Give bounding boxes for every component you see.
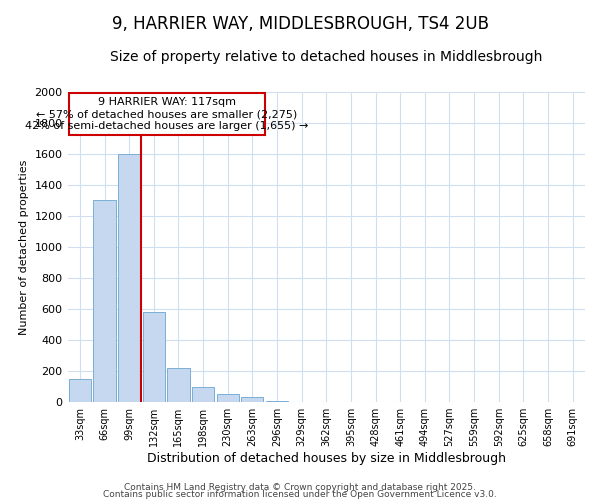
Bar: [69, 379, 91, 402]
Bar: [118, 154, 140, 402]
Bar: [94, 200, 116, 402]
Text: ← 57% of detached houses are smaller (2,275): ← 57% of detached houses are smaller (2,…: [36, 109, 298, 119]
Y-axis label: Number of detached properties: Number of detached properties: [19, 159, 29, 334]
Bar: [167, 368, 190, 402]
Bar: [241, 398, 263, 402]
Text: 9, HARRIER WAY, MIDDLESBROUGH, TS4 2UB: 9, HARRIER WAY, MIDDLESBROUGH, TS4 2UB: [112, 15, 488, 33]
Text: 42% of semi-detached houses are larger (1,655) →: 42% of semi-detached houses are larger (…: [25, 122, 308, 132]
Title: Size of property relative to detached houses in Middlesbrough: Size of property relative to detached ho…: [110, 50, 542, 64]
X-axis label: Distribution of detached houses by size in Middlesbrough: Distribution of detached houses by size …: [147, 452, 506, 465]
Bar: [143, 312, 165, 402]
Bar: [192, 386, 214, 402]
Text: Contains public sector information licensed under the Open Government Licence v3: Contains public sector information licen…: [103, 490, 497, 499]
FancyBboxPatch shape: [69, 93, 265, 135]
Bar: [217, 394, 239, 402]
Text: Contains HM Land Registry data © Crown copyright and database right 2025.: Contains HM Land Registry data © Crown c…: [124, 484, 476, 492]
Text: 9 HARRIER WAY: 117sqm: 9 HARRIER WAY: 117sqm: [98, 96, 236, 106]
